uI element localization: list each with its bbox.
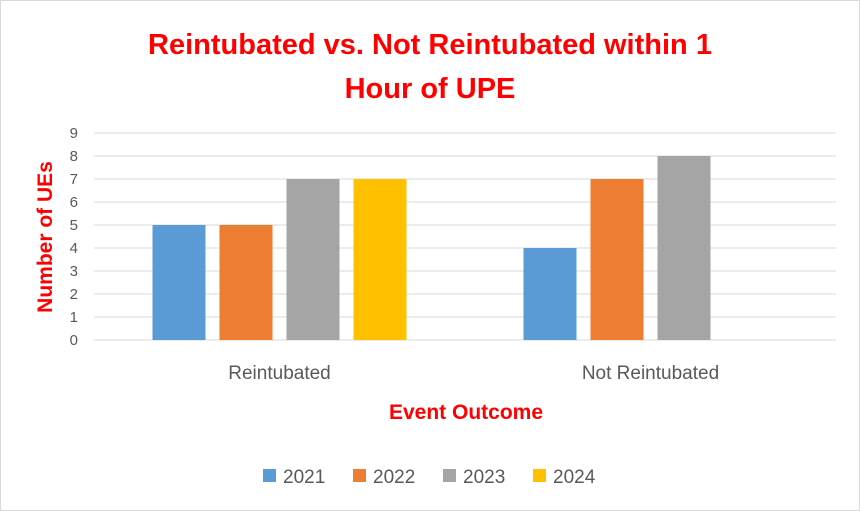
y-tick-label: 6 xyxy=(70,194,78,211)
y-tick-label: 1 xyxy=(70,309,78,326)
legend-label-2024: 2024 xyxy=(553,467,596,488)
bar-2021-not-reintubated xyxy=(523,248,577,340)
legend-label-2023: 2023 xyxy=(463,467,505,488)
x-axis-title: Event Outcome xyxy=(389,401,543,424)
y-axis-ticks: 0 1 2 3 4 5 6 7 8 9 xyxy=(70,125,78,349)
y-tick-label: 9 xyxy=(70,125,78,142)
y-tick-label: 4 xyxy=(70,240,78,257)
bar-2022-not-reintubated xyxy=(590,179,644,340)
y-tick-label: 7 xyxy=(70,171,78,188)
x-axis-categories: Reintubated Not Reintubated xyxy=(228,363,719,384)
bar-2022-reintubated xyxy=(219,225,273,340)
legend-label-2022: 2022 xyxy=(373,467,415,488)
legend: 2021 2022 2023 2024 xyxy=(263,467,596,488)
chart-title-line-2: Hour of UPE xyxy=(345,73,516,105)
chart-title-line-1: Reintubated vs. Not Reintubated within 1 xyxy=(148,29,712,61)
legend-label-2021: 2021 xyxy=(283,467,325,488)
y-tick-label: 2 xyxy=(70,286,78,303)
x-category-label: Not Reintubated xyxy=(582,363,719,384)
gridlines xyxy=(94,132,836,341)
x-category-label: Reintubated xyxy=(228,363,330,384)
bar-2021-reintubated xyxy=(152,225,206,340)
bar-2023-reintubated xyxy=(286,179,340,340)
legend-swatch-2022 xyxy=(353,469,366,482)
y-tick-label: 0 xyxy=(70,332,78,349)
y-tick-label: 5 xyxy=(70,217,78,234)
bar-2024-reintubated xyxy=(353,179,407,340)
bars xyxy=(152,156,711,340)
legend-swatch-2023 xyxy=(443,469,456,482)
y-tick-label: 3 xyxy=(70,263,78,280)
y-axis-title: Number of UEs xyxy=(34,161,57,313)
legend-swatch-2021 xyxy=(263,469,276,482)
legend-swatch-2024 xyxy=(533,469,546,482)
y-tick-label: 8 xyxy=(70,148,78,165)
bar-2023-not-reintubated xyxy=(657,156,711,340)
